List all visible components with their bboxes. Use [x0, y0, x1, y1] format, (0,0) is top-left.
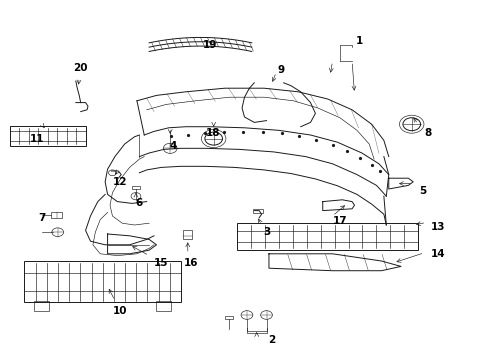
- Bar: [24, 261, 181, 302]
- Bar: [34, 301, 49, 311]
- Text: 17: 17: [332, 216, 346, 226]
- Text: 4: 4: [169, 141, 177, 151]
- Text: 11: 11: [29, 134, 44, 144]
- Bar: [10, 126, 85, 146]
- Text: 19: 19: [203, 40, 217, 50]
- Text: 5: 5: [419, 186, 426, 196]
- Text: 18: 18: [205, 128, 220, 138]
- Text: 15: 15: [154, 258, 168, 268]
- Text: 2: 2: [267, 335, 274, 345]
- Text: 6: 6: [136, 198, 142, 208]
- Bar: [237, 223, 417, 250]
- Bar: [183, 230, 192, 239]
- Bar: [224, 316, 232, 319]
- Text: 1: 1: [355, 36, 362, 46]
- Bar: [51, 212, 62, 218]
- Bar: [252, 209, 262, 213]
- Text: 3: 3: [263, 227, 269, 237]
- Text: 20: 20: [73, 63, 88, 73]
- Bar: [132, 186, 140, 189]
- Text: 9: 9: [277, 65, 284, 75]
- Text: 13: 13: [429, 222, 444, 232]
- Text: 16: 16: [183, 258, 198, 268]
- Text: 10: 10: [112, 306, 127, 316]
- Text: 8: 8: [424, 128, 430, 138]
- Bar: [156, 301, 171, 311]
- Text: 12: 12: [112, 177, 127, 187]
- Text: 7: 7: [38, 213, 45, 223]
- Text: 14: 14: [429, 249, 444, 259]
